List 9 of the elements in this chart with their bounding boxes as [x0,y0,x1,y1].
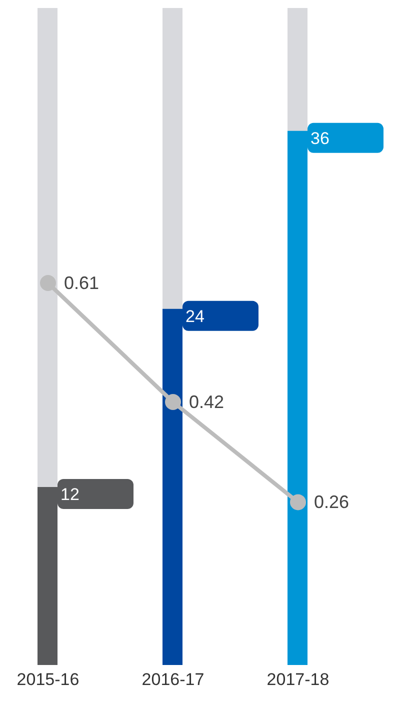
data-label: 36 [310,128,330,148]
x-tick-label: 2016-17 [142,670,204,690]
data-label: 24 [186,306,204,326]
x-tick-label: 2015-16 [16,670,80,690]
data-label: 12 [60,484,80,504]
data-label: 0.26 [314,492,350,512]
data-label: 0.61 [64,273,100,294]
data-label: 0.42 [189,392,224,412]
x-tick-label: 2017-18 [266,670,330,690]
